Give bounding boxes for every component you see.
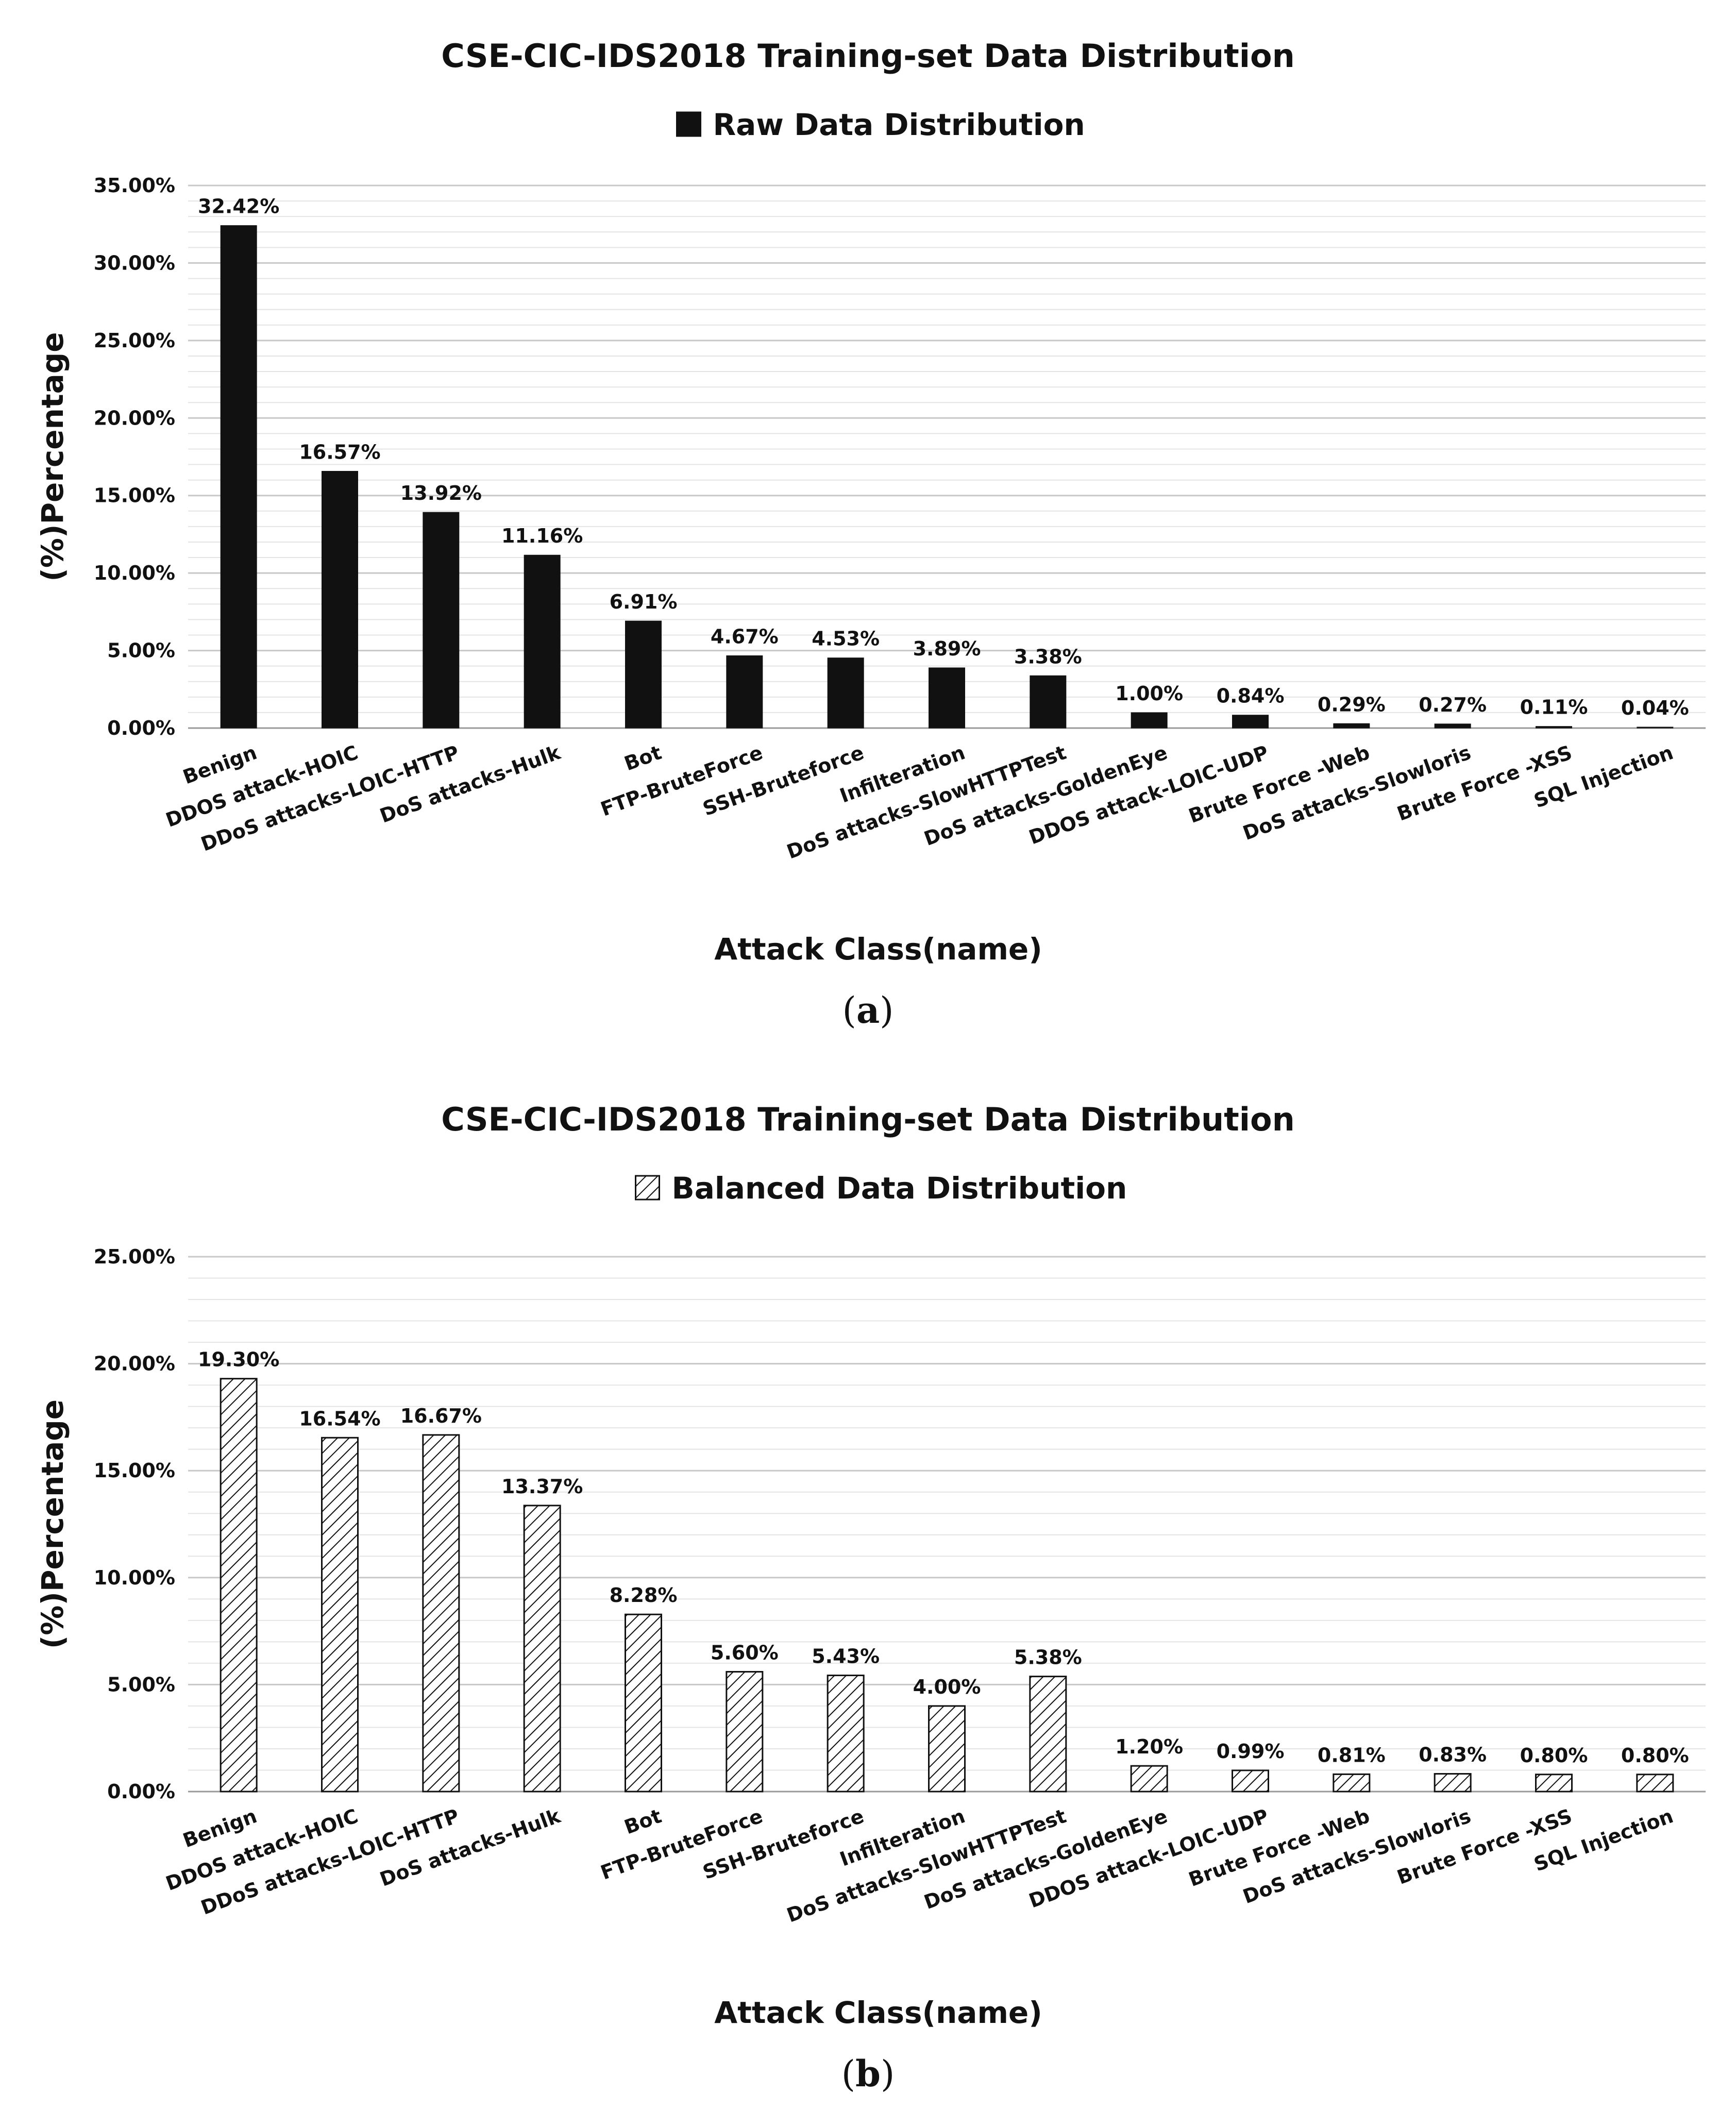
y-tick-label: 10.00% [94,1566,175,1589]
data-label: 4.00% [913,1676,981,1698]
bar [1333,723,1370,729]
y-axis-title: (%)Percentage [35,1399,70,1649]
bar [827,657,864,729]
panel-caption-letter: b [855,2052,881,2095]
bar [1535,1774,1573,1793]
data-label: 3.38% [1014,645,1082,668]
bar [726,1670,764,1793]
y-tick-label: 15.00% [94,484,175,507]
balanced-distribution-chart: CSE-CIC-IDS2018 Training-set Data Distri… [35,1101,1706,2095]
legend-label: Raw Data Distribution [713,107,1085,142]
panel-caption: (b) [841,2052,895,2095]
y-tick-label: 5.00% [107,639,175,662]
bar [321,1437,359,1793]
data-label: 0.80% [1621,1744,1689,1767]
data-label: 6.91% [610,590,678,613]
y-tick-label: 5.00% [107,1673,175,1696]
bar [1029,1676,1067,1793]
bar [1434,1773,1472,1793]
bar [625,620,662,729]
bar [422,1434,460,1793]
bar [726,655,763,729]
y-tick-label: 20.00% [94,407,175,429]
bar [1536,726,1572,729]
data-label: 16.54% [299,1407,380,1430]
bar [827,1675,865,1793]
bar [1434,723,1471,729]
category-label: DoS attacks-Hulk [377,1804,564,1891]
data-label: 1.00% [1115,682,1183,705]
y-tick-label: 15.00% [94,1459,175,1482]
category-label: Brute Force -XSS [1394,1804,1575,1889]
data-label: 0.04% [1621,697,1689,719]
category-label: Bot [621,1804,665,1838]
y-tick-label: 0.00% [107,1780,175,1803]
data-label: 5.43% [812,1645,880,1668]
data-label: 16.57% [299,441,380,463]
x-axis-title: Attack Class(name) [714,1995,1042,2030]
data-label: 8.28% [610,1584,678,1607]
raw-distribution-chart: CSE-CIC-IDS2018 Training-set Data Distri… [35,37,1706,1032]
y-tick-label: 0.00% [107,717,175,739]
bar [220,225,257,729]
category-label: Brute Force -XSS [1394,741,1575,825]
data-label: 0.99% [1217,1740,1285,1763]
bar [322,470,358,729]
data-label: 19.30% [198,1348,279,1371]
data-label: 0.27% [1419,694,1487,716]
y-tick-label: 20.00% [94,1353,175,1375]
x-axis-title: Attack Class(name) [714,932,1042,967]
data-label: 5.38% [1014,1646,1082,1669]
category-label: DoS attacks-Hulk [377,741,564,828]
y-tick-label: 35.00% [94,174,175,197]
data-label: 13.92% [400,482,482,504]
data-label: 4.53% [812,628,880,650]
data-label: 11.16% [501,525,583,547]
bar [929,667,965,729]
data-label: 0.81% [1318,1744,1386,1766]
bar [220,1378,258,1793]
panel-caption-letter: a [856,989,880,1032]
data-label: 0.11% [1520,696,1588,719]
data-label: 13.37% [501,1475,583,1498]
data-label: 0.84% [1217,685,1285,707]
legend-label: Balanced Data Distribution [672,1171,1127,1206]
bar [1637,727,1674,729]
chart-title: CSE-CIC-IDS2018 Training-set Data Distri… [441,1101,1295,1138]
data-label: 32.42% [198,195,279,218]
chart-title: CSE-CIC-IDS2018 Training-set Data Distri… [441,37,1295,75]
category-label: Bot [621,741,665,775]
bar [1131,712,1168,729]
chart-panel-b: CSE-CIC-IDS2018 Training-set Data Distri… [0,1064,1736,2127]
chart-panel-a: CSE-CIC-IDS2018 Training-set Data Distri… [35,37,1706,1032]
legend-swatch [676,111,701,137]
data-label: 3.89% [913,637,981,660]
data-label: 1.20% [1115,1735,1183,1758]
y-tick-label: 25.00% [94,1245,175,1268]
bar [928,1705,966,1793]
bar [523,1505,561,1793]
data-label: 0.29% [1318,693,1386,716]
data-label: 0.83% [1419,1744,1487,1766]
bar [1232,1769,1269,1793]
data-label: 0.80% [1520,1744,1588,1767]
bar [1030,675,1067,729]
panel-caption: (a) [842,989,894,1032]
data-label: 4.67% [711,625,779,648]
bar [423,512,460,729]
y-axis-title: (%)Percentage [35,332,70,581]
y-tick-label: 10.00% [94,562,175,584]
data-label: 5.60% [711,1641,779,1664]
bar [1232,715,1269,729]
bar [625,1613,662,1793]
y-tick-label: 30.00% [94,251,175,274]
bar [1130,1765,1168,1793]
bar [524,554,561,729]
legend-swatch [635,1175,660,1201]
y-tick-label: 25.00% [94,329,175,352]
data-label: 16.67% [400,1405,482,1427]
bar [1636,1774,1674,1793]
bar [1333,1773,1371,1793]
